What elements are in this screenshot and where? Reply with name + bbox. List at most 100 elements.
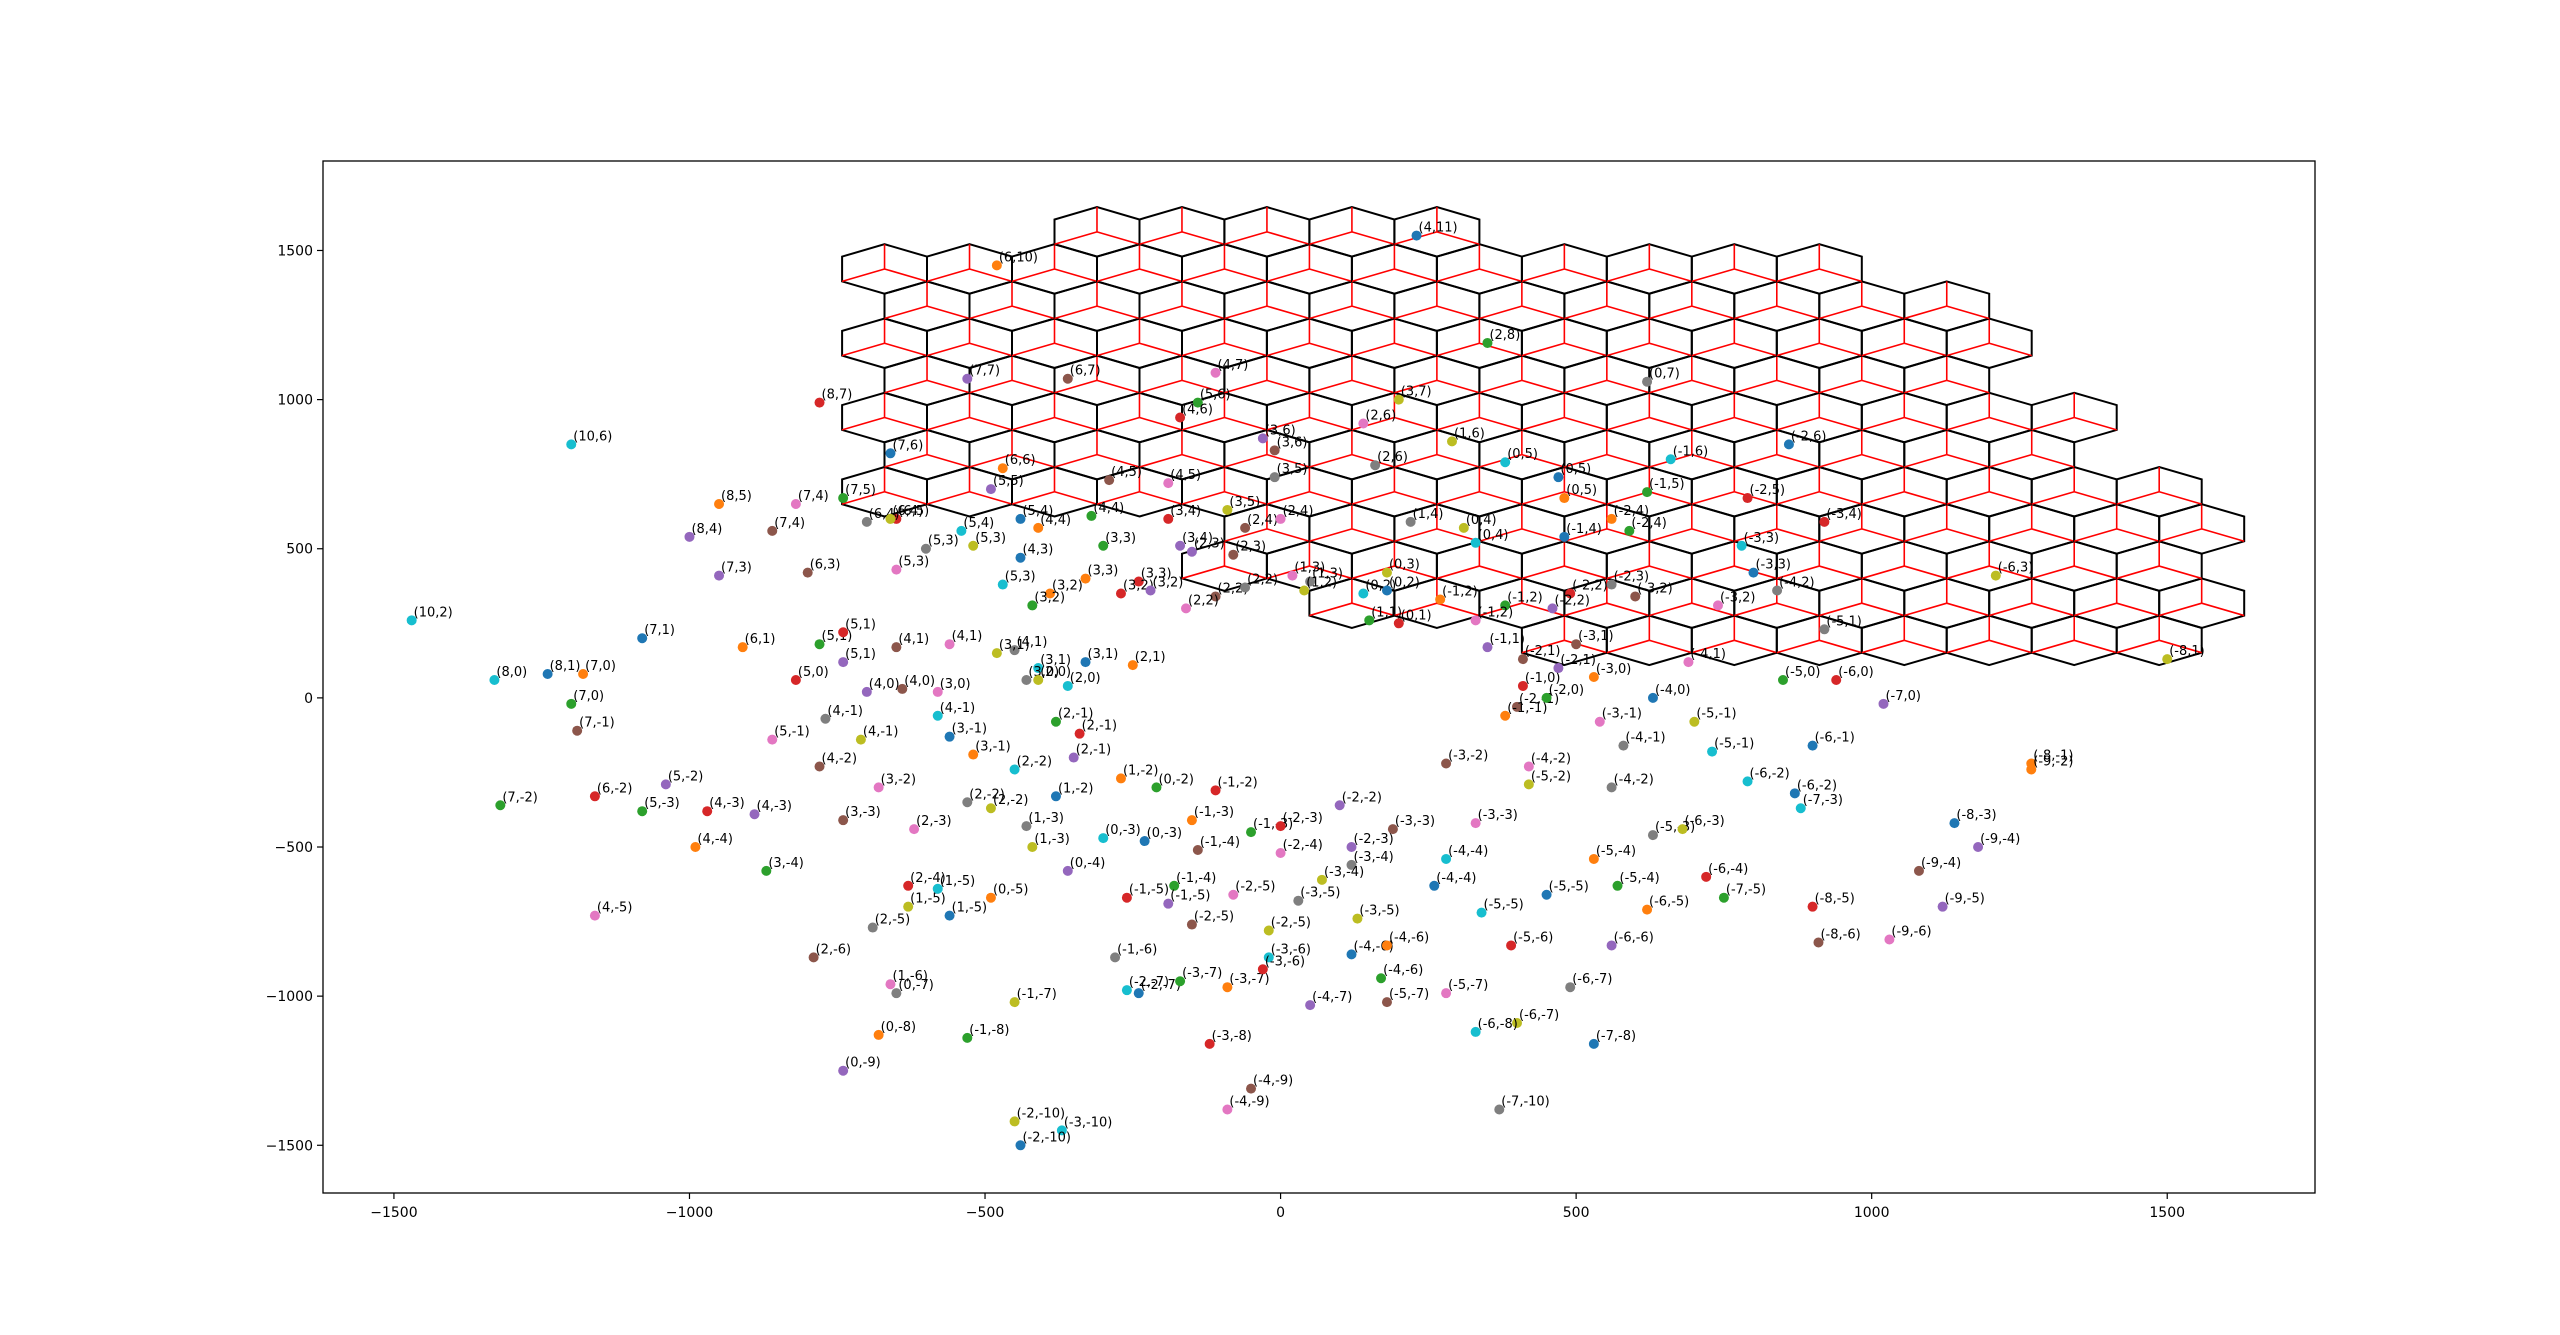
data-point: (6,3) xyxy=(802,558,841,578)
data-point-label: (0,5) xyxy=(1560,462,1591,477)
data-point-marker xyxy=(737,642,748,653)
data-point: (8,1) xyxy=(542,659,580,680)
data-point: (-3,-6) xyxy=(1263,942,1311,963)
data-point: (-1,-7) xyxy=(1009,987,1057,1008)
data-point-marker xyxy=(1098,540,1109,551)
data-point-marker xyxy=(944,639,955,650)
hex-inner-line xyxy=(2158,639,2202,654)
data-point-marker xyxy=(1181,603,1192,614)
data-point-marker xyxy=(1748,567,1759,578)
data-point-marker xyxy=(1476,907,1487,918)
data-point: (3,-2) xyxy=(873,772,916,793)
data-point-marker xyxy=(566,698,577,709)
data-point: (5,1) xyxy=(838,647,876,668)
hex-inner-line xyxy=(1691,602,1735,617)
hex-inner-line xyxy=(1776,305,1820,320)
data-point-label: (-4,1) xyxy=(1690,647,1726,662)
data-point-label: (6,5) xyxy=(898,504,929,519)
data-point-label: (10,6) xyxy=(573,429,612,444)
data-point-label: (6,10) xyxy=(999,250,1038,265)
data-point-marker xyxy=(1831,674,1842,685)
data-point: (-3,3) xyxy=(1736,531,1779,551)
data-point: (6,10) xyxy=(991,250,1038,271)
data-point-marker xyxy=(1541,889,1552,900)
hex-inner-line xyxy=(1734,305,1778,320)
data-point: (-8,1) xyxy=(2162,644,2205,665)
data-point: (0,5) xyxy=(1500,447,1538,468)
data-point-marker xyxy=(1287,570,1298,581)
data-point-marker xyxy=(838,493,849,504)
data-point-label: (4,-1) xyxy=(863,725,899,740)
data-point: (3,4) xyxy=(1163,504,1201,524)
data-point-label: (-2,2) xyxy=(1554,593,1590,608)
data-point-marker xyxy=(1736,540,1747,551)
data-point: (-1,2) xyxy=(1470,605,1513,626)
data-point-label: (-1,6) xyxy=(1673,444,1709,459)
hex-inner-line xyxy=(1606,639,1650,654)
hex-inner-line xyxy=(1394,416,1438,431)
data-point-marker xyxy=(1263,925,1274,936)
hex-inner-line xyxy=(1691,528,1735,543)
data-point-label: (-1,1) xyxy=(1489,632,1525,647)
data-point-label: (7,-2) xyxy=(502,790,538,805)
data-point: (-2,-7) xyxy=(1121,975,1169,996)
data-point-marker xyxy=(891,988,902,999)
data-point-label: (4,1) xyxy=(952,629,983,644)
data-point: (4,-1) xyxy=(820,704,863,724)
data-point: (2,-3) xyxy=(909,814,952,835)
data-point-label: (-4,-2) xyxy=(1614,772,1654,787)
scatter-points: (4,11) (6,10) (2,8) (8,7) (7,7) (6,7) (4,7) (0,… xyxy=(406,221,2205,1151)
data-point-label: (-6,-1) xyxy=(1815,731,1855,746)
axes: −1500 −1000 −500 0 500 1000 1500 −1500 −1000 −500… xyxy=(266,160,2316,1221)
hex-inner-line xyxy=(1139,453,1183,468)
data-point-marker xyxy=(1772,585,1783,596)
hex-inner-line xyxy=(1734,268,1778,283)
data-point: (4,-4) xyxy=(690,832,733,853)
hex-inner-line xyxy=(969,453,1013,468)
data-point-marker xyxy=(1683,657,1694,668)
data-point: (3,1) xyxy=(1080,647,1118,668)
data-point: (-5,-4) xyxy=(1612,871,1660,891)
data-point-label: (1,1) xyxy=(1371,605,1402,620)
hex-inner-line xyxy=(1691,565,1735,580)
data-point: (0,5) xyxy=(1559,483,1597,504)
hex-inner-line xyxy=(1946,491,1990,505)
hex-inner-line xyxy=(1819,268,1862,283)
hex-inner-line xyxy=(1351,268,1395,283)
data-point-label: (7,0) xyxy=(585,659,616,674)
data-point: (3,4) xyxy=(1175,531,1213,551)
hex-inner-line xyxy=(2116,565,2160,580)
data-point-label: (4,11) xyxy=(1419,221,1458,236)
data-point: (2,0) xyxy=(1033,665,1071,685)
hex-inner-line xyxy=(1989,602,2032,617)
data-point: (-3,-3) xyxy=(1387,814,1435,835)
data-point-label: (5,4) xyxy=(963,516,994,531)
data-point-label: (-1,-8) xyxy=(969,1023,1009,1038)
data-point: (7,-1) xyxy=(572,716,615,736)
hex-inner-line xyxy=(1266,453,1310,468)
data-point: (7,0) xyxy=(578,659,616,680)
data-point: (0,4) xyxy=(1458,513,1497,533)
hex-inner-line xyxy=(1309,268,1353,283)
data-point: (5,6) xyxy=(1192,388,1231,408)
data-point-marker xyxy=(1370,460,1381,471)
data-point-marker xyxy=(566,439,577,450)
data-point: (4,5) xyxy=(1104,465,1142,486)
hex-inner-line xyxy=(1734,602,1778,617)
data-point-marker xyxy=(1553,472,1564,483)
data-point: (-9,-4) xyxy=(1913,856,1961,876)
hex-inner-line xyxy=(1946,602,1990,617)
data-point-label: (5,3) xyxy=(928,534,959,549)
data-point-label: (2,-5) xyxy=(875,913,911,928)
data-point: (0,-5) xyxy=(985,883,1028,903)
hex-inner-line xyxy=(1819,528,1862,543)
data-point: (-3,1) xyxy=(1571,629,1614,650)
hex-inner-line xyxy=(1479,565,1523,580)
data-point: (3,-1) xyxy=(944,722,987,742)
hex-inner-line xyxy=(1436,231,1480,245)
data-point-label: (2,0) xyxy=(1070,671,1101,686)
hex-inner-line xyxy=(1054,379,1098,394)
hex-inner-line xyxy=(1011,416,1055,431)
data-point-label: (5,5) xyxy=(993,474,1024,489)
